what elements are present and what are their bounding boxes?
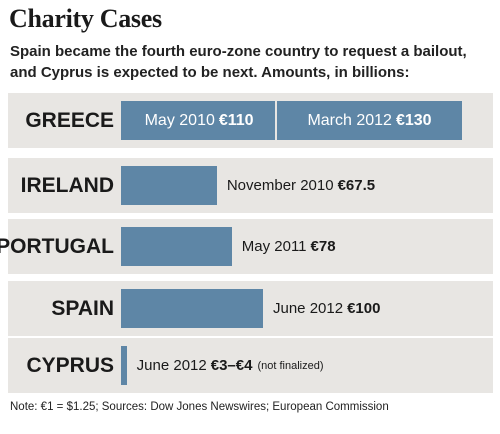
bar-ireland-0 bbox=[121, 166, 217, 205]
source-note: Note: €1 = $1.25; Sources: Dow Jones New… bbox=[10, 401, 389, 413]
bar-greece-0 bbox=[121, 101, 276, 140]
country-label: IRELAND bbox=[20, 173, 114, 197]
data-label-date: June 2012 bbox=[136, 357, 207, 374]
data-label: November 2010 €67.5 bbox=[227, 166, 375, 205]
country-label: SPAIN bbox=[51, 296, 114, 320]
data-label-aside: (not finalized) bbox=[257, 359, 324, 372]
data-label: March 2012 €130 bbox=[285, 101, 454, 140]
country-label: CYPRUS bbox=[26, 353, 114, 377]
row-panel-greece: GREECE May 2010 €110 March 2012 €130 bbox=[8, 93, 493, 148]
data-label-date: March 2012 bbox=[307, 111, 392, 129]
bar-portugal-0 bbox=[121, 227, 232, 266]
data-label-amount: €130 bbox=[395, 111, 432, 129]
data-label-amount: €78 bbox=[310, 238, 336, 255]
data-label: June 2012 €100 bbox=[273, 289, 380, 328]
row-panel-ireland: IRELAND November 2010 €67.5 bbox=[8, 158, 493, 213]
country-label: GREECE bbox=[25, 108, 114, 132]
row-panel-cyprus: CYPRUS June 2012 €3–€4 (not finalized) bbox=[8, 338, 493, 393]
bar-spain-0 bbox=[121, 289, 263, 328]
country-label: PORTUGAL bbox=[0, 234, 114, 258]
bar-cyprus-0 bbox=[121, 346, 127, 385]
data-label-amount: €3–€4 bbox=[210, 357, 253, 374]
row-panel-spain: SPAIN June 2012 €100 bbox=[8, 281, 493, 336]
data-label-date: May 2010 bbox=[144, 111, 215, 129]
data-label-date: November 2010 bbox=[226, 177, 334, 194]
data-label-date: May 2011 bbox=[241, 238, 307, 255]
data-label-date: June 2012 bbox=[273, 300, 344, 317]
bar-greece-1 bbox=[277, 101, 462, 140]
data-label: June 2012 €3–€4 (not finalized) bbox=[137, 346, 324, 385]
data-label: May 2010 €110 bbox=[129, 101, 269, 140]
data-label-amount: €67.5 bbox=[337, 177, 376, 194]
chart-title: Charity Cases bbox=[9, 4, 162, 33]
row-panel-portugal: PORTUGAL May 2011 €78 bbox=[0, 219, 493, 274]
chart-subtitle: Spain became the fourth euro-zone countr… bbox=[10, 43, 467, 81]
data-label-amount: €110 bbox=[218, 111, 254, 129]
data-label: May 2011 €78 bbox=[242, 227, 336, 266]
data-label-amount: €100 bbox=[347, 300, 381, 317]
